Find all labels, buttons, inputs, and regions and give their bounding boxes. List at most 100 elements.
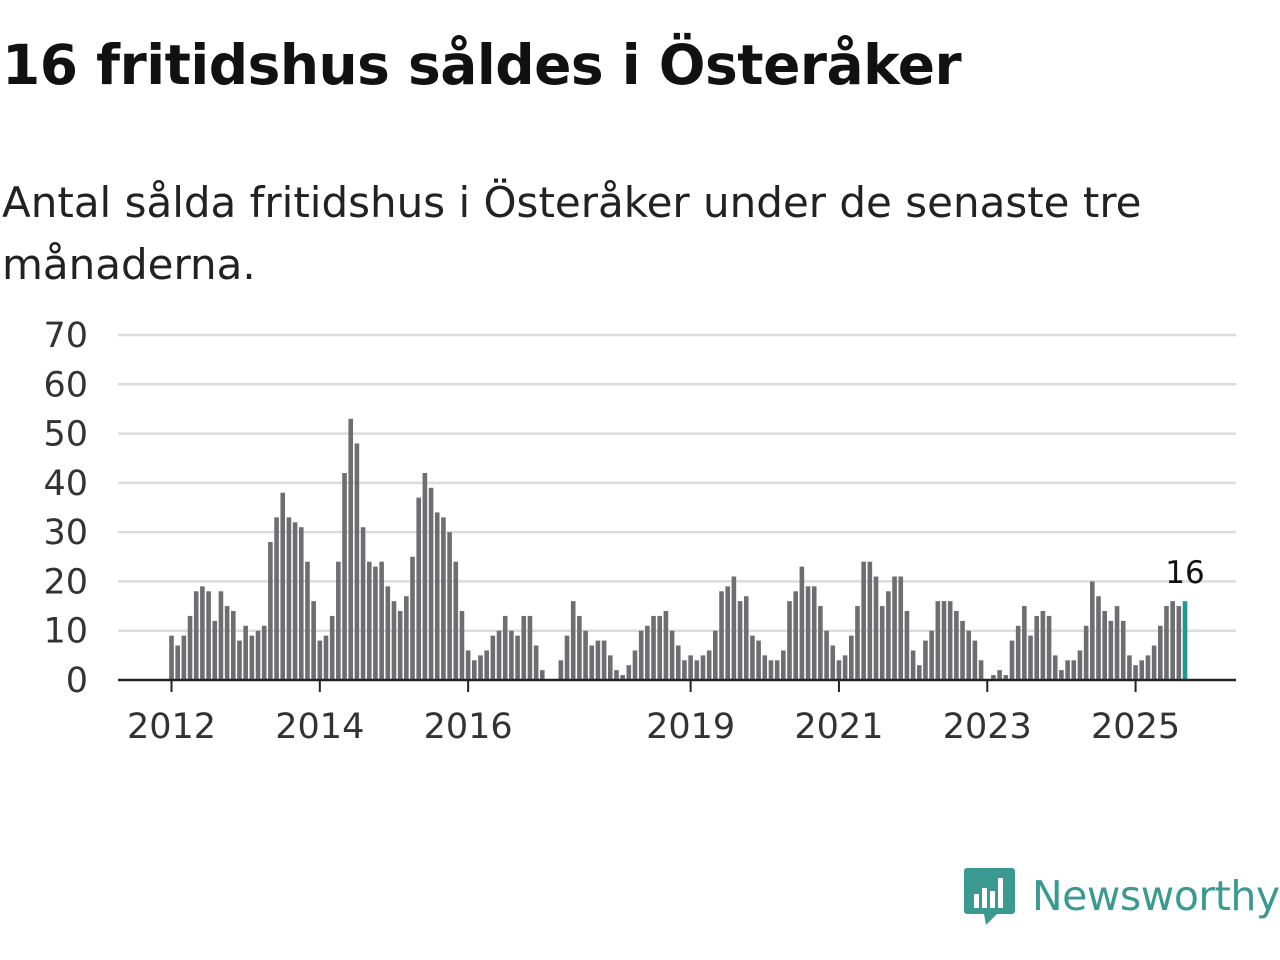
bar — [311, 601, 316, 680]
bar — [1133, 665, 1138, 680]
bar — [428, 487, 434, 680]
bar — [434, 512, 440, 680]
bar — [1003, 675, 1009, 680]
bar — [632, 650, 638, 680]
bar — [366, 561, 372, 680]
bar — [768, 660, 774, 680]
bar — [972, 640, 978, 680]
bar — [731, 576, 737, 680]
bar-latest — [1182, 601, 1188, 680]
bar — [750, 635, 755, 680]
bar — [595, 640, 601, 680]
bar — [212, 620, 218, 680]
bar — [577, 615, 582, 680]
bar — [805, 586, 811, 680]
bar — [991, 675, 996, 680]
bar — [583, 630, 588, 680]
bar — [855, 606, 860, 680]
x-tick-label: 2012 — [127, 707, 216, 747]
bar — [706, 650, 712, 680]
bar — [465, 650, 471, 680]
bar — [342, 473, 347, 680]
bar — [1028, 635, 1033, 680]
x-tick-label: 2016 — [424, 707, 513, 747]
bar — [935, 601, 941, 680]
bar — [873, 576, 879, 680]
bar — [713, 630, 718, 680]
bar — [206, 591, 211, 680]
y-axis: 0 10 20 30 40 50 60 70 — [43, 316, 88, 701]
bar — [329, 615, 335, 680]
bar — [638, 630, 644, 680]
chart-title: 16 fritidshus såldes i Österåker — [2, 33, 962, 97]
bar — [1108, 620, 1114, 680]
gridlines — [118, 333, 1236, 632]
bar-series — [169, 418, 1188, 680]
bar — [1114, 606, 1120, 680]
bar — [224, 606, 230, 680]
bar — [663, 611, 669, 680]
bar — [960, 620, 965, 680]
bar — [255, 630, 261, 680]
bar — [657, 615, 663, 680]
bar — [688, 655, 693, 680]
bar — [947, 601, 953, 680]
bar — [268, 542, 273, 680]
bar — [175, 645, 180, 680]
x-tick-label: 2014 — [275, 707, 364, 747]
bar — [645, 625, 650, 680]
y-tick-label: 0 — [66, 661, 88, 701]
bar — [966, 630, 972, 680]
bar — [280, 492, 286, 680]
latest-value-label: 16 — [1165, 555, 1204, 591]
bar — [181, 635, 187, 680]
bar — [886, 591, 891, 680]
bar — [305, 561, 310, 680]
bar — [416, 497, 421, 680]
bar — [237, 640, 242, 680]
bar — [193, 591, 199, 680]
chart-subtitle: Antal sålda fritidshus i Österåker under… — [2, 178, 1142, 289]
bar — [515, 635, 520, 680]
annotations: 16 — [1165, 555, 1204, 591]
bar — [781, 650, 786, 680]
bar — [1151, 645, 1157, 680]
bar — [187, 615, 193, 680]
bar — [867, 561, 873, 680]
bar — [1096, 596, 1101, 680]
y-tick-label: 20 — [43, 562, 88, 602]
bar — [1040, 611, 1046, 680]
bar — [879, 606, 885, 680]
bar — [404, 596, 409, 680]
bar — [447, 532, 452, 680]
bar — [261, 625, 267, 680]
newsworthy-logo-icon — [964, 868, 1015, 925]
bar — [1170, 601, 1175, 680]
bar — [997, 670, 1002, 680]
bar — [842, 655, 848, 680]
bar — [478, 655, 483, 680]
bar — [818, 606, 823, 680]
y-tick-label: 10 — [43, 612, 88, 652]
bar — [719, 591, 724, 680]
bar — [218, 591, 224, 680]
bar — [626, 665, 632, 680]
bar — [743, 596, 749, 680]
bar — [954, 611, 959, 680]
bar — [1139, 660, 1145, 680]
bar — [1052, 655, 1058, 680]
y-tick-label: 60 — [43, 365, 88, 405]
bar — [1071, 660, 1077, 680]
bar — [484, 650, 489, 680]
bar — [249, 635, 255, 680]
bar — [1145, 655, 1151, 680]
bar — [1015, 625, 1021, 680]
x-tick-label: 2019 — [646, 707, 735, 747]
bar — [910, 650, 916, 680]
y-tick-label: 70 — [43, 316, 88, 356]
bar — [1158, 625, 1163, 680]
bar — [354, 443, 360, 680]
y-tick-label: 50 — [43, 415, 88, 455]
newsworthy-logo[interactable]: Newsworthy — [964, 866, 1280, 925]
